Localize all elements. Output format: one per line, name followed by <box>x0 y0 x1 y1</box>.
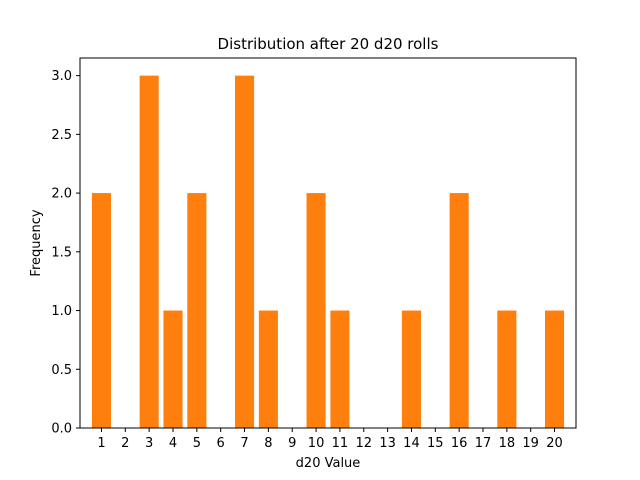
y-tick-label-2.5: 2.5 <box>51 128 72 143</box>
x-tick-label-18: 18 <box>499 436 516 451</box>
bar-7 <box>235 75 255 429</box>
x-tick-label-19: 19 <box>522 436 539 451</box>
bar-20 <box>545 310 565 428</box>
x-tick-label-13: 13 <box>379 436 396 451</box>
x-tick-label-7: 7 <box>240 436 248 451</box>
x-axis-ticks: 1 2 3 4 5 6 7 8 9 10 11 12 13 14 15 16 17 18 19 20 <box>97 428 563 451</box>
x-tick-label-17: 17 <box>475 436 492 451</box>
bars-group <box>91 75 565 429</box>
x-tick-label-16: 16 <box>451 436 468 451</box>
bar-18 <box>497 310 517 428</box>
x-tick-label-12: 12 <box>355 436 372 451</box>
y-tick-label-1.5: 1.5 <box>51 245 72 260</box>
bar-4 <box>163 310 183 428</box>
y-axis-ticks: 0.0 0.5 1.0 1.5 2.0 2.5 3.0 <box>51 69 80 437</box>
x-tick-label-1: 1 <box>97 436 105 451</box>
x-tick-label-11: 11 <box>332 436 349 451</box>
x-tick-label-14: 14 <box>403 436 420 451</box>
y-tick-label-2.0: 2.0 <box>51 187 72 202</box>
plot-frame <box>79 57 577 429</box>
y-axis-title: Frequency <box>29 209 44 276</box>
bar-16 <box>449 193 469 428</box>
x-tick-label-15: 15 <box>427 436 444 451</box>
x-tick-label-3: 3 <box>145 436 153 451</box>
x-tick-label-20: 20 <box>546 436 563 451</box>
y-tick-label-0.0: 0.0 <box>51 422 72 437</box>
y-tick-label-3.0: 3.0 <box>51 69 72 84</box>
x-axis-title: d20 Value <box>296 456 361 471</box>
bar-3 <box>139 75 159 429</box>
y-tick-label-1.0: 1.0 <box>51 304 72 319</box>
x-tick-label-6: 6 <box>217 436 225 451</box>
x-tick-label-4: 4 <box>169 436 177 451</box>
y-tick-label-0.5: 0.5 <box>51 363 72 378</box>
chart-title: Distribution after 20 d20 rolls <box>218 35 439 53</box>
bar-14 <box>401 310 421 428</box>
bar-5 <box>187 193 207 428</box>
bar-10 <box>306 193 326 428</box>
bar-1 <box>91 193 111 428</box>
bar-8 <box>258 310 278 428</box>
x-tick-label-5: 5 <box>193 436 201 451</box>
x-tick-label-8: 8 <box>264 436 272 451</box>
bar-11 <box>330 310 350 428</box>
x-tick-label-9: 9 <box>288 436 296 451</box>
x-tick-label-10: 10 <box>308 436 325 451</box>
x-tick-label-2: 2 <box>121 436 129 451</box>
